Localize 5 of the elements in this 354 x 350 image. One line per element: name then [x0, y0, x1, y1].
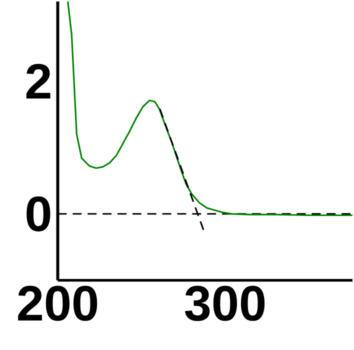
x-tick-label: 300 [184, 286, 265, 321]
line-series [67, 0, 354, 216]
y-tick-label: 2 [26, 64, 50, 98]
y-tick-label: 0 [26, 196, 50, 232]
x-tick-label: 200 [18, 286, 98, 321]
